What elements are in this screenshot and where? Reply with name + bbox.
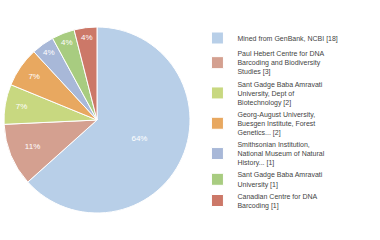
svg-text:4%: 4% [81, 33, 93, 42]
svg-text:Georg-August University,Buesge: Georg-August University,Buesgen Institut… [237, 111, 315, 137]
svg-text:Mined from GenBank, NCBI [18]: Mined from GenBank, NCBI [18] [237, 35, 337, 43]
svg-text:11%: 11% [25, 142, 40, 151]
svg-text:Sant Gadge Baba AmravatiUniver: Sant Gadge Baba AmravatiUniversity [1] [237, 171, 322, 188]
svg-text:7%: 7% [16, 102, 28, 111]
svg-text:Canadian Centre for DNABarcodi: Canadian Centre for DNABarcoding [1] [237, 193, 317, 210]
svg-text:64%: 64% [131, 134, 147, 143]
svg-text:Paul Hebert Centre for DNABarc: Paul Hebert Centre for DNABarcoding and … [237, 50, 324, 76]
svg-text:Sant Gadge Baba AmravatiUniver: Sant Gadge Baba AmravatiUniversity, Dept… [237, 81, 322, 107]
svg-text:7%: 7% [28, 72, 40, 81]
svg-text:4%: 4% [61, 38, 73, 47]
svg-text:Smithsonian Institution,Nation: Smithsonian Institution,National Museum … [237, 141, 324, 167]
svg-text:4%: 4% [43, 48, 55, 57]
